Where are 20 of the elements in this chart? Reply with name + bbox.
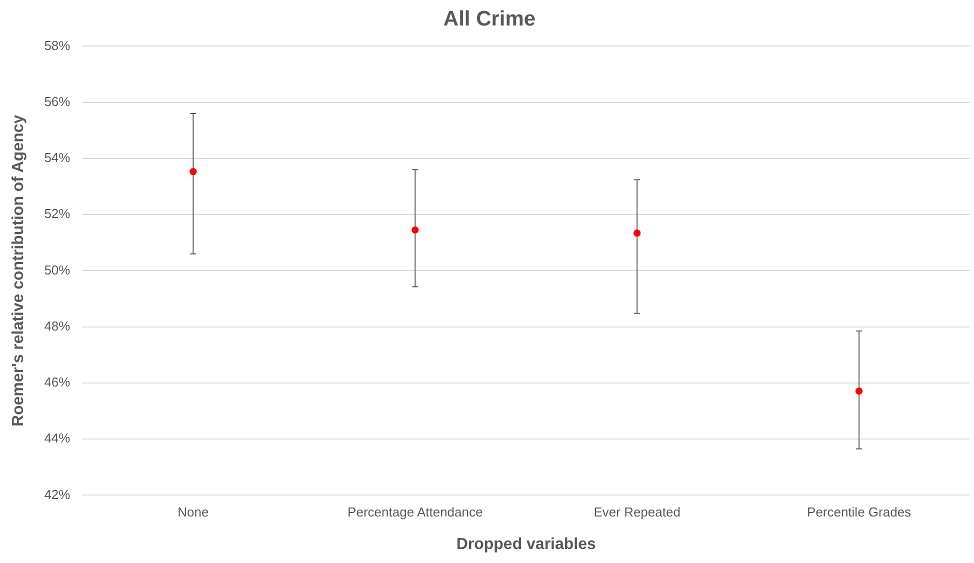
y-tick-label: 46% — [44, 374, 71, 390]
y-tick-label: 48% — [44, 318, 71, 334]
y-tick-label: 44% — [44, 430, 71, 446]
y-tick-label: 50% — [44, 262, 71, 278]
y-tick-label: 52% — [44, 206, 71, 222]
y-axis-title: Roemer's relative contribution of Agency — [10, 114, 28, 427]
point — [190, 168, 197, 176]
chart-title: All Crime — [443, 7, 536, 30]
point — [412, 226, 419, 234]
y-tick-label: 54% — [44, 150, 71, 166]
x-tick-label: None — [178, 504, 209, 520]
x-tick-label: Percentile Grades — [806, 504, 912, 520]
point — [634, 230, 641, 237]
y-tick-label: 42% — [44, 486, 71, 502]
point — [856, 388, 863, 395]
x-axis-title: Dropped variables — [456, 536, 596, 553]
x-tick-label: Ever Repeated — [594, 504, 680, 520]
y-tick-label: 56% — [44, 94, 71, 109]
y-tick-label: 58% — [44, 38, 71, 53]
x-tick-label: Percentage Attendance — [348, 504, 483, 520]
